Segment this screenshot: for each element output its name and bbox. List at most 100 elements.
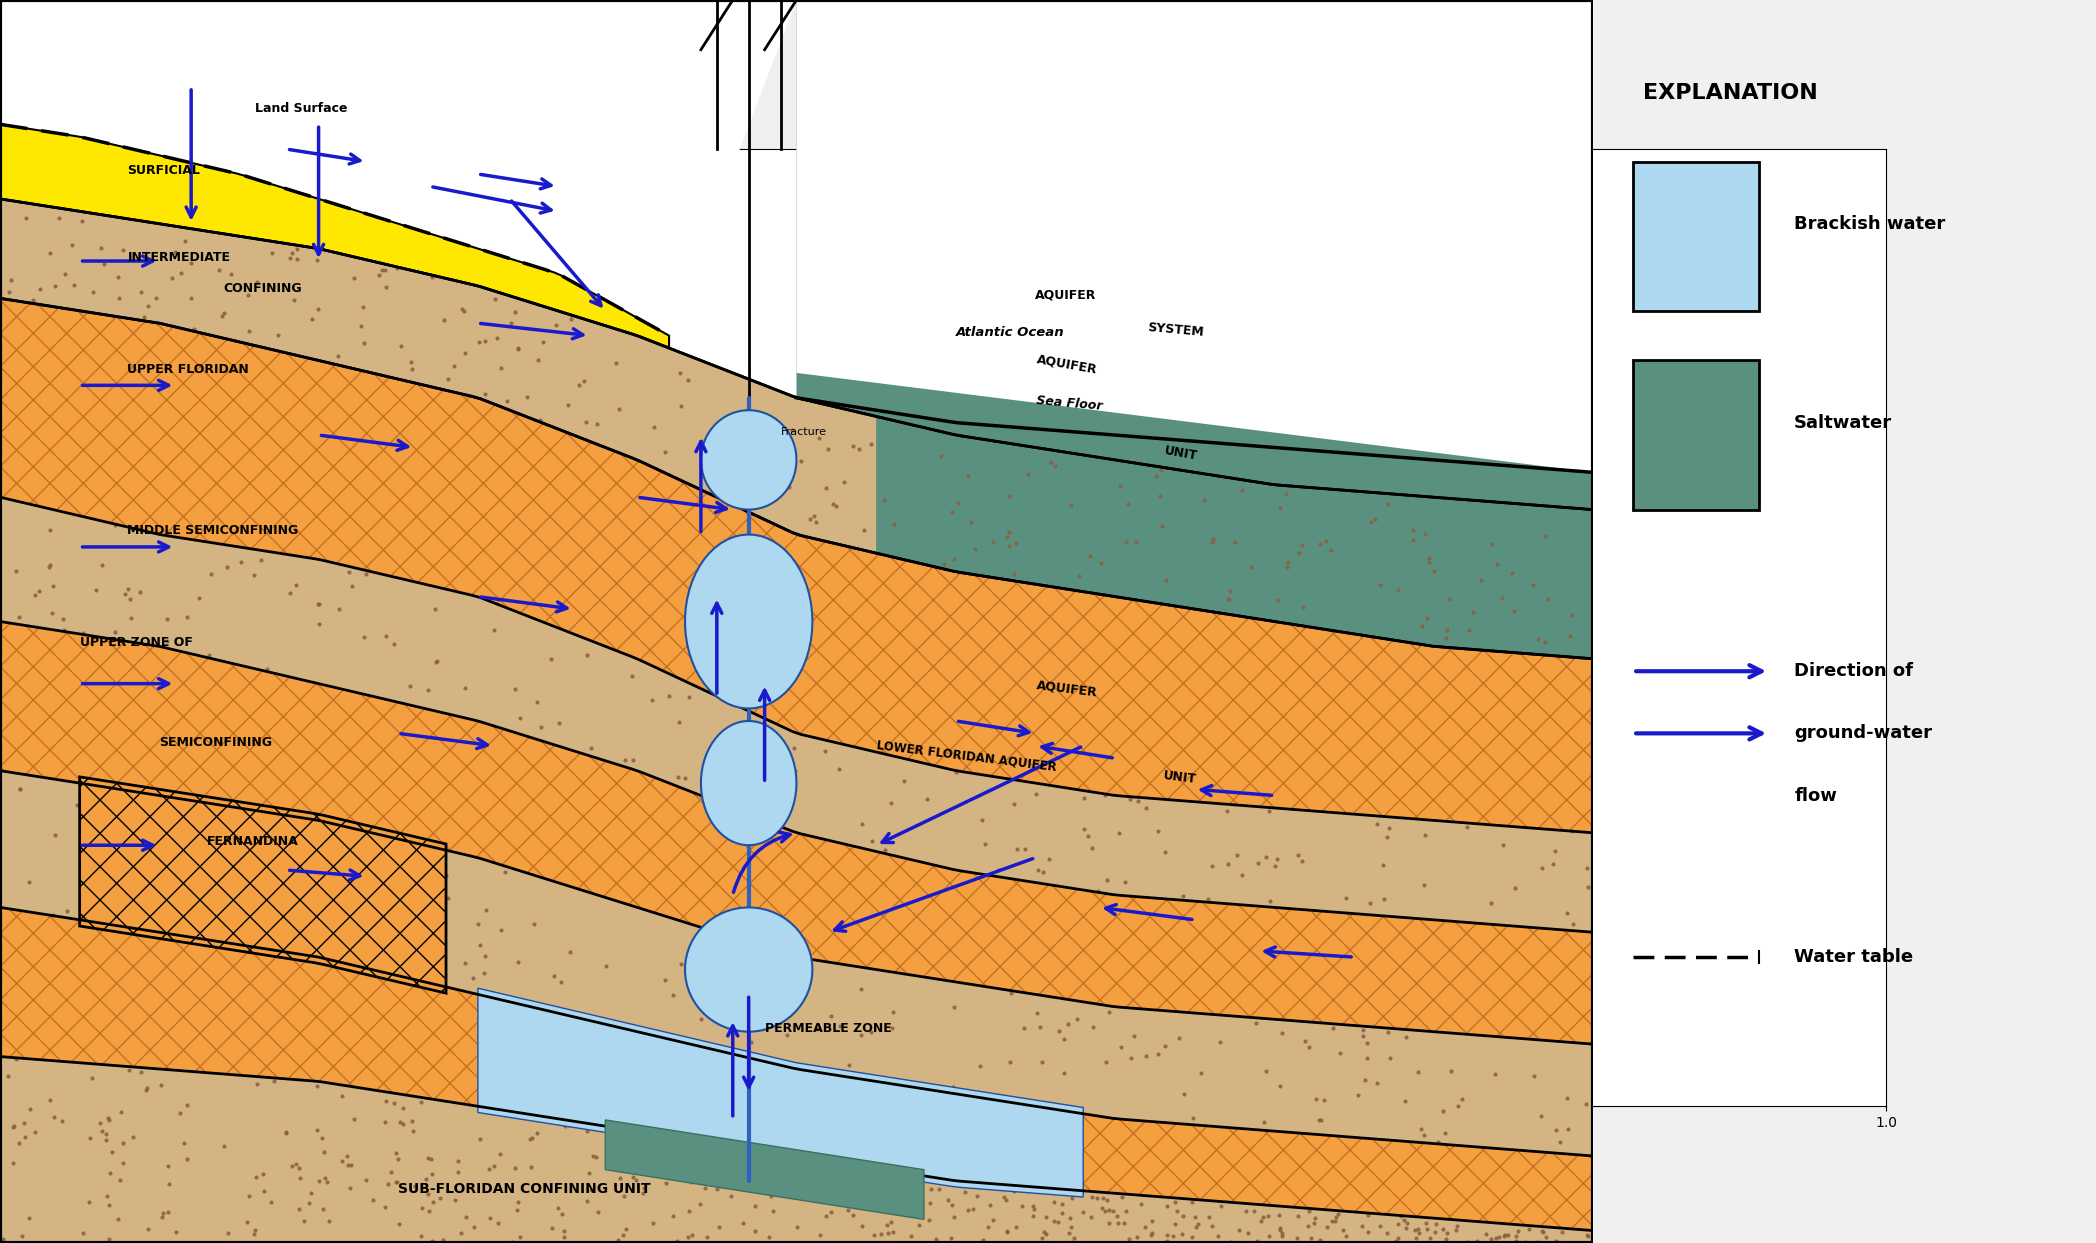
Point — [132, 296, 166, 316]
Point — [1402, 1223, 1436, 1243]
Point — [514, 1129, 547, 1149]
Point — [84, 1112, 117, 1132]
Point — [1123, 1195, 1157, 1214]
Point — [994, 1052, 1027, 1071]
Point — [1251, 1206, 1285, 1226]
Point — [1092, 1213, 1126, 1233]
Point — [163, 1103, 197, 1122]
Point — [159, 875, 193, 895]
Point — [159, 919, 193, 938]
Point — [1285, 534, 1318, 554]
Point — [208, 303, 241, 323]
Point — [914, 1178, 947, 1198]
Point — [1266, 1023, 1300, 1043]
Point — [1480, 554, 1513, 574]
Point — [534, 649, 568, 669]
Point — [369, 1091, 402, 1111]
Point — [1220, 844, 1253, 864]
Point — [1021, 860, 1054, 880]
Point — [1052, 1014, 1086, 1034]
Point — [748, 740, 782, 759]
Point — [608, 1218, 641, 1238]
Point — [1390, 1213, 1423, 1233]
Polygon shape — [0, 907, 1593, 1231]
Point — [708, 747, 742, 767]
Point — [700, 957, 734, 977]
Point — [348, 333, 381, 353]
Point — [1538, 842, 1572, 861]
Point — [790, 1157, 824, 1177]
Point — [635, 1213, 669, 1233]
Point — [553, 942, 587, 962]
Point — [922, 1180, 956, 1199]
Point — [243, 549, 277, 569]
Point — [822, 759, 855, 779]
Point — [1136, 1223, 1170, 1243]
Point — [1222, 1221, 1256, 1241]
Point — [384, 1111, 417, 1131]
Point — [1090, 1190, 1123, 1209]
Point — [1235, 557, 1268, 577]
Point — [283, 1158, 316, 1178]
Text: UPPER ZONE OF: UPPER ZONE OF — [80, 636, 193, 649]
Point — [1545, 1222, 1578, 1242]
Point — [111, 579, 145, 599]
Point — [333, 1178, 367, 1198]
Point — [1010, 464, 1044, 484]
Point — [446, 301, 480, 321]
Point — [876, 1002, 910, 1022]
Point — [84, 820, 117, 840]
Point — [65, 211, 99, 231]
Point — [769, 436, 803, 456]
Point — [1390, 1218, 1423, 1238]
Point — [725, 1213, 759, 1233]
Point — [576, 1146, 610, 1166]
Point — [1526, 1222, 1559, 1242]
Point — [478, 290, 511, 310]
Point — [419, 599, 453, 619]
Point — [0, 1117, 29, 1137]
Point — [1388, 1211, 1421, 1231]
Point — [901, 1214, 935, 1234]
Point — [61, 796, 94, 815]
Point — [813, 1202, 847, 1222]
Point — [10, 209, 44, 229]
Point — [147, 1203, 180, 1223]
Point — [855, 830, 889, 850]
Point — [1350, 1049, 1383, 1069]
Point — [1218, 532, 1251, 552]
Point — [155, 267, 189, 287]
Point — [470, 331, 503, 351]
Point — [384, 336, 417, 355]
Point — [1381, 1214, 1415, 1234]
Point — [845, 979, 878, 999]
Point — [23, 280, 57, 300]
Point — [1063, 566, 1096, 585]
Point — [145, 1075, 178, 1095]
Text: AQUIFER: AQUIFER — [1035, 679, 1098, 699]
Point — [1086, 1198, 1119, 1218]
Point — [323, 599, 356, 619]
Point — [964, 1173, 998, 1193]
Point — [268, 1122, 302, 1142]
Point — [964, 1057, 998, 1076]
Text: UNIT: UNIT — [1163, 444, 1199, 462]
Point — [379, 1144, 413, 1163]
Point — [581, 1202, 614, 1222]
Point — [1367, 889, 1400, 909]
Point — [1140, 466, 1174, 486]
Point — [1509, 1232, 1543, 1243]
Point — [1245, 1207, 1279, 1227]
Point — [796, 506, 830, 526]
Point — [1551, 1119, 1585, 1139]
Point — [1314, 539, 1348, 559]
Point — [673, 1170, 706, 1190]
Point — [939, 762, 973, 782]
Point — [1008, 839, 1042, 859]
Point — [520, 1122, 553, 1142]
Text: Direction of: Direction of — [1794, 663, 1914, 680]
Text: UNIT: UNIT — [1163, 769, 1197, 786]
Point — [1149, 842, 1182, 861]
Point — [115, 608, 149, 628]
Point — [941, 493, 975, 513]
